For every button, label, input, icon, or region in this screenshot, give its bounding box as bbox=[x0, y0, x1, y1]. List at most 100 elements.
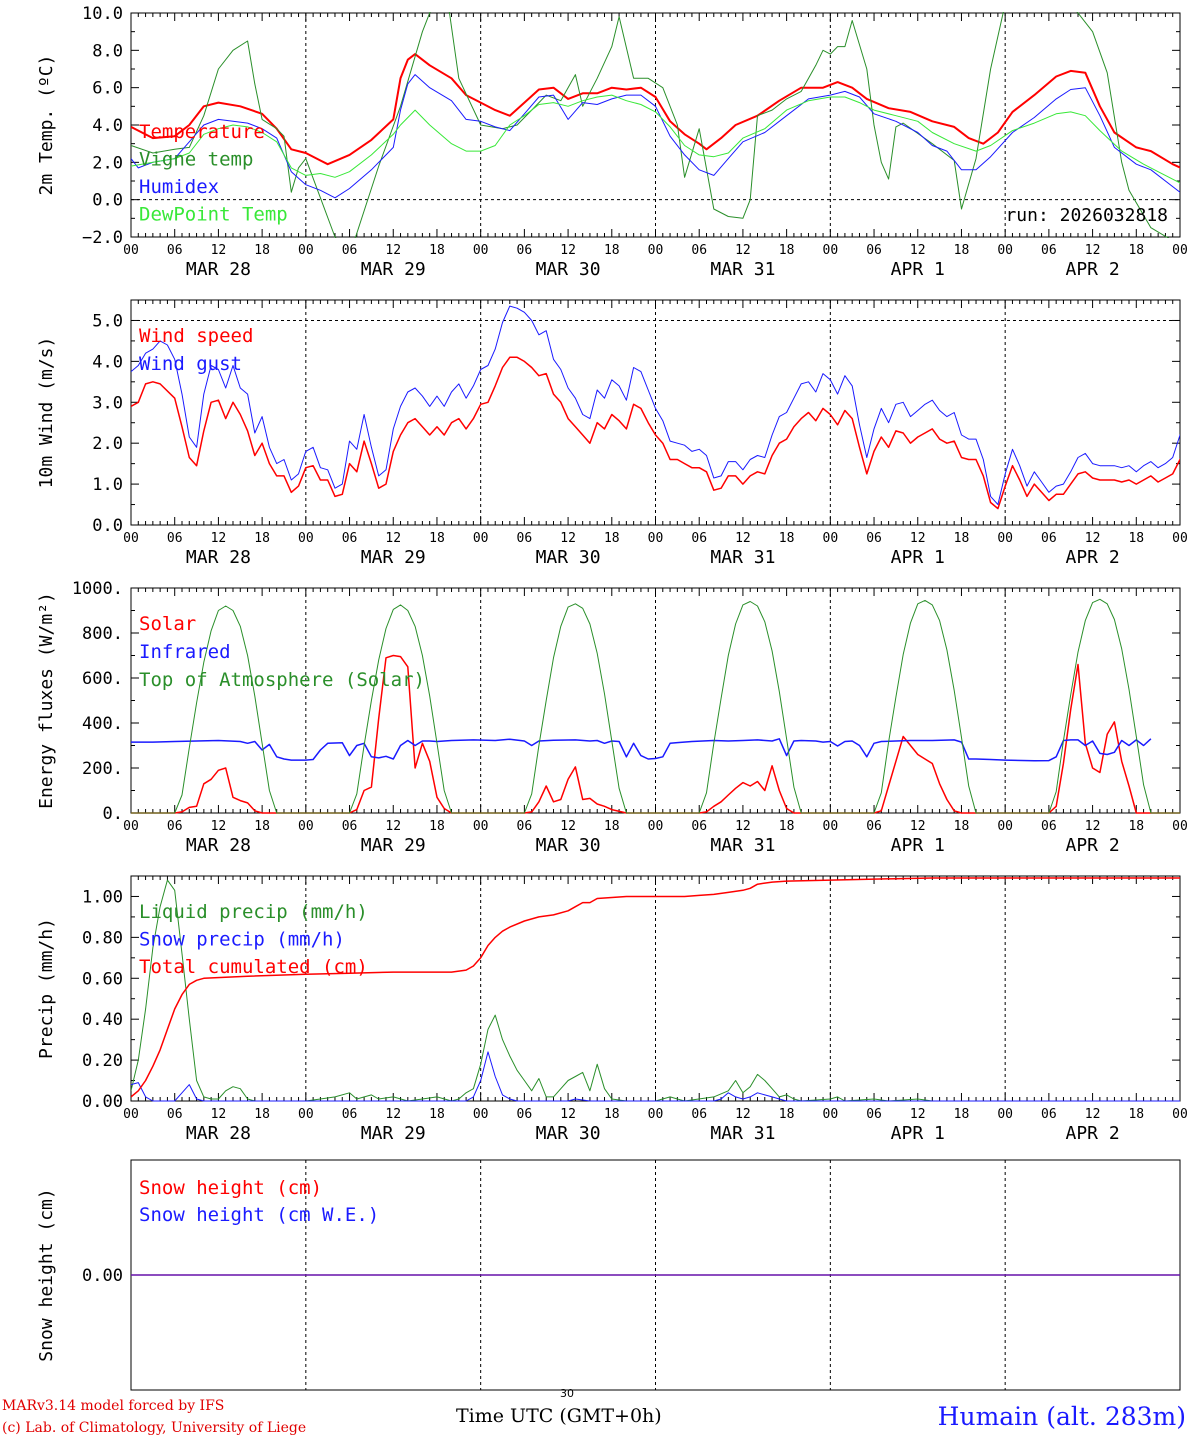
panel-3-ytick-label: 0.60 bbox=[82, 969, 123, 989]
panel-2-hour-label: 06 bbox=[517, 819, 533, 834]
legend-entry-3-1: Snow precip (mm/h) bbox=[139, 929, 345, 951]
panel-2-hour-label: 00 bbox=[823, 819, 839, 834]
panel-0-day-label: MAR 31 bbox=[710, 259, 775, 280]
panel-0-ylabel: 2m Temp. (ºC) bbox=[36, 55, 57, 196]
panel-0-hour-label: 06 bbox=[342, 243, 358, 258]
panel-1-day-label: APR 2 bbox=[1065, 547, 1119, 568]
panel-0-hour-label: 18 bbox=[1128, 243, 1144, 258]
series-line-infrared bbox=[131, 738, 1152, 762]
panel-3-hour-label: 12 bbox=[211, 1107, 227, 1122]
panel-3-ytick-label: 0.00 bbox=[82, 1092, 123, 1112]
panel-3-hour-label: 12 bbox=[735, 1107, 751, 1122]
panel-0-hour-label: 06 bbox=[691, 243, 707, 258]
panel-1-day-label: MAR 28 bbox=[186, 547, 251, 568]
panel-0-hour-label: 18 bbox=[954, 243, 970, 258]
panel-3-day-label: MAR 31 bbox=[710, 1123, 775, 1144]
panel-2-hour-label: 18 bbox=[954, 819, 970, 834]
panel-3-hour-label: 06 bbox=[167, 1107, 183, 1122]
panel-1-ytick-label: 4.0 bbox=[92, 352, 123, 372]
panel-2-hour-label: 12 bbox=[560, 819, 576, 834]
model-credit: MARv3.14 model forced by IFS bbox=[2, 1398, 225, 1414]
panel-2-hour-label: 06 bbox=[691, 819, 707, 834]
panel-3-day-label: MAR 29 bbox=[361, 1123, 426, 1144]
panel-2-hour-label: 00 bbox=[648, 819, 664, 834]
panel-0-ytick-label: 2.0 bbox=[92, 153, 123, 173]
panel-1-ytick-label: 3.0 bbox=[92, 393, 123, 413]
panel-3-hour-label: 18 bbox=[779, 1107, 795, 1122]
panel-0-hour-label: 18 bbox=[429, 243, 445, 258]
panel-3-hour-label: 06 bbox=[866, 1107, 882, 1122]
panel-1-hour-label: 06 bbox=[1041, 531, 1057, 546]
panel-2-hour-label: 12 bbox=[910, 819, 926, 834]
series-line-humidex bbox=[131, 74, 1180, 199]
panel-2-day-label: APR 1 bbox=[891, 835, 945, 856]
panel-0-ytick-label: 0.0 bbox=[92, 191, 123, 211]
panel-0-hour-label: 06 bbox=[1041, 243, 1057, 258]
panel-0-ytick-label: −2.0 bbox=[82, 228, 123, 248]
panel-0-hour-label: 00 bbox=[123, 243, 139, 258]
panel-2-hour-label: 00 bbox=[123, 819, 139, 834]
panel-0-day-label: MAR 29 bbox=[361, 259, 426, 280]
run-annotation: run: 2026032818 bbox=[1005, 205, 1168, 226]
panel-2-hour-label: 06 bbox=[342, 819, 358, 834]
panel-2-hour-label: 12 bbox=[1085, 819, 1101, 834]
panel-2-day-label: MAR 31 bbox=[710, 835, 775, 856]
panel-2-hour-label: 18 bbox=[429, 819, 445, 834]
panel-3-ytick-label: 0.80 bbox=[82, 928, 123, 948]
panel-3-hour-label: 00 bbox=[123, 1107, 139, 1122]
legend-entry-0-0: Temperature bbox=[139, 121, 265, 143]
panel-3-hour-label: 00 bbox=[298, 1107, 314, 1122]
panel-3-hour-label: 12 bbox=[385, 1107, 401, 1122]
panel-3-hour-label: 00 bbox=[473, 1107, 489, 1122]
panel-0-hour-label: 12 bbox=[211, 243, 227, 258]
panel-2-ytick-label: 400. bbox=[82, 714, 123, 734]
legend-entry-0-2: Humidex bbox=[139, 176, 219, 198]
panel-0-hour-label: 12 bbox=[735, 243, 751, 258]
panel-0-hour-label: 18 bbox=[254, 243, 270, 258]
panel-3-hour-label: 06 bbox=[1041, 1107, 1057, 1122]
panel-1-hour-label: 06 bbox=[866, 531, 882, 546]
panel-0-hour-label: 18 bbox=[604, 243, 620, 258]
panel-3-hour-label: 12 bbox=[910, 1107, 926, 1122]
panel-1-hour-label: 00 bbox=[298, 531, 314, 546]
panel-2-hour-label: 06 bbox=[167, 819, 183, 834]
panel-0-hour-label: 12 bbox=[560, 243, 576, 258]
panel-3-ytick-label: 1.00 bbox=[82, 887, 123, 907]
panel-1-hour-label: 00 bbox=[648, 531, 664, 546]
panel-3-ytick-label: 0.20 bbox=[82, 1051, 123, 1071]
panel-3-hour-label: 06 bbox=[517, 1107, 533, 1122]
panel-2-day-label: APR 2 bbox=[1065, 835, 1119, 856]
series-line-temperature bbox=[131, 53, 1180, 169]
panel-1-hour-label: 12 bbox=[560, 531, 576, 546]
panel-0-hour-label: 00 bbox=[298, 243, 314, 258]
panel-1-day-label: APR 1 bbox=[891, 547, 945, 568]
panel-0-hour-label: 00 bbox=[648, 243, 664, 258]
legend-entry-4-0: Snow height (cm) bbox=[139, 1177, 322, 1199]
panel-3-ylabel: Precip (mm/h) bbox=[36, 918, 57, 1059]
panel-1-hour-label: 18 bbox=[604, 531, 620, 546]
panel-3-hour-label: 12 bbox=[560, 1107, 576, 1122]
panel-2-day-label: MAR 28 bbox=[186, 835, 251, 856]
panel-3-hour-label: 00 bbox=[648, 1107, 664, 1122]
panel-2-ytick-label: 800. bbox=[82, 624, 123, 644]
panel-1-ytick-label: 0.0 bbox=[92, 516, 123, 536]
panel-2-hour-label: 12 bbox=[211, 819, 227, 834]
series-line-wind-speed bbox=[131, 356, 1180, 510]
panel-1-frame bbox=[130, 299, 1181, 526]
legend-entry-2-2: Top of Atmosphere (Solar) bbox=[139, 669, 425, 691]
xaxis-title: Time UTC (GMT+0h) bbox=[456, 1405, 662, 1427]
panel-1-day-label: MAR 29 bbox=[361, 547, 426, 568]
panel-2-ylabel: Energy fluxes (W/m²) bbox=[36, 592, 57, 809]
panel-2-ytick-label: 600. bbox=[82, 669, 123, 689]
panel-1-hour-label: 18 bbox=[954, 531, 970, 546]
panel-3-hour-label: 00 bbox=[1172, 1107, 1188, 1122]
panel-1-hour-label: 12 bbox=[211, 531, 227, 546]
panel-4-ytick-label: 0.00 bbox=[82, 1266, 123, 1286]
panel-0-hour-label: 12 bbox=[910, 243, 926, 258]
legend-entry-1-1: Wind gust bbox=[139, 353, 242, 375]
panel-2-day-label: MAR 29 bbox=[361, 835, 426, 856]
lab-credit: (c) Lab. of Climatology, University of L… bbox=[2, 1420, 307, 1436]
legend-entry-2-1: Infrared bbox=[139, 641, 231, 663]
series-line-snow-precip-mm-h- bbox=[131, 1051, 1180, 1102]
